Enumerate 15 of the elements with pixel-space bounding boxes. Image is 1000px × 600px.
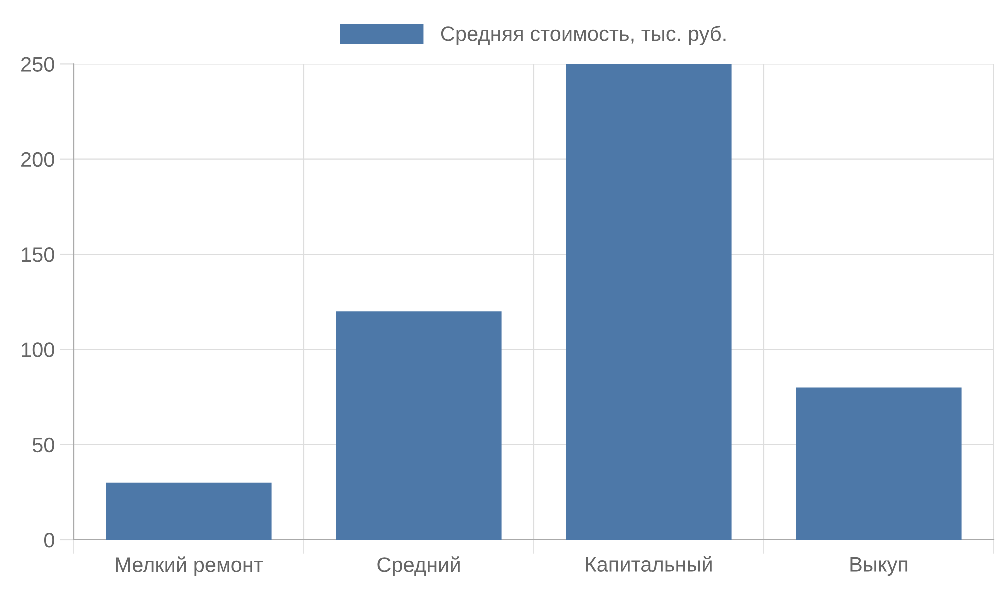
bar <box>566 64 732 540</box>
bar <box>796 388 962 540</box>
y-tick-label: 250 <box>22 57 54 72</box>
x-tick-label: Мелкий ремонт <box>116 556 264 576</box>
y-tick-label: 0 <box>44 533 54 548</box>
y-tick-label: 150 <box>22 248 54 262</box>
bar <box>106 482 272 540</box>
y-tick-label: 200 <box>22 152 54 168</box>
y-tick-label: 50 <box>32 438 54 453</box>
x-tick-label: Капитальный <box>586 556 712 572</box>
y-tick-label: 100 <box>22 342 54 358</box>
x-tick-label: Средний <box>378 556 460 576</box>
bar <box>336 312 502 540</box>
x-tick-label: Выкуп <box>850 557 908 576</box>
legend-label: Средняя стоимость, тыс. руб. <box>441 26 726 46</box>
